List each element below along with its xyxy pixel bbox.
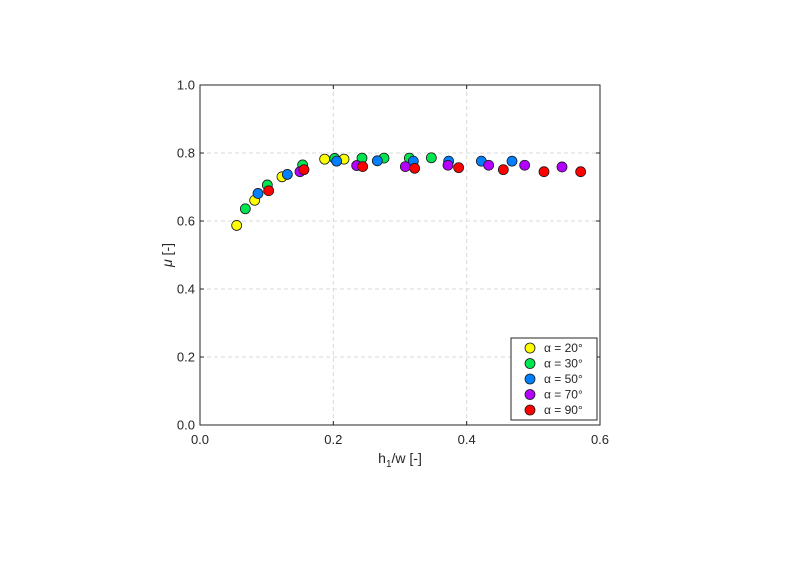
legend-label: α = 20° — [544, 341, 583, 355]
data-point — [497, 164, 509, 176]
data-point — [239, 203, 251, 215]
y-axis-title: μ [-] — [159, 243, 175, 268]
y-tick-label: 0.0 — [177, 418, 195, 433]
data-point — [575, 166, 587, 178]
data-point — [425, 152, 437, 164]
x-tick-label: 0.4 — [458, 432, 476, 447]
data-point — [453, 162, 465, 174]
legend-label: α = 70° — [544, 388, 583, 402]
legend-label: α = 90° — [544, 403, 583, 417]
x-axis: 0.0 0.2 0.4 0.6 — [191, 85, 609, 447]
y-tick-label: 1.0 — [177, 78, 195, 93]
data-point — [319, 153, 331, 165]
data-point — [252, 188, 264, 199]
plot-frame — [199, 84, 601, 426]
y-tick-label: 0.8 — [177, 146, 195, 161]
data-point — [483, 159, 495, 171]
legend-marker — [524, 389, 536, 400]
data-point — [519, 159, 531, 171]
y-axis: 0.0 0.2 0.4 0.6 0.8 1.0 — [177, 78, 600, 433]
x-tick-label: 0.6 — [591, 432, 609, 447]
data-point — [371, 155, 383, 167]
data-point — [506, 155, 518, 167]
legend-label: α = 30° — [544, 357, 583, 371]
x-tick-label: 0.0 — [191, 432, 209, 447]
legend-marker — [524, 373, 536, 385]
data-point — [357, 161, 369, 173]
data-points — [231, 152, 587, 231]
legend: α = 20° α = 30°α = 50° α = 70°α = 90° — [510, 337, 598, 421]
data-point — [442, 159, 454, 171]
grid-lines — [200, 85, 600, 425]
legend-marker — [524, 342, 536, 354]
data-point — [298, 164, 310, 176]
legend-label: α = 50° — [544, 372, 583, 386]
data-point — [231, 220, 243, 231]
data-point — [331, 155, 343, 167]
data-point — [556, 161, 568, 173]
data-point — [399, 161, 411, 173]
y-tick-label: 0.4 — [177, 282, 195, 297]
legend-marker — [524, 358, 536, 369]
x-tick-label: 0.2 — [324, 432, 342, 447]
legend-items: α = 20° α = 30°α = 50° α = 70°α = 90° — [524, 341, 583, 417]
x-axis-title: h1/w [-] — [378, 450, 422, 470]
data-point — [263, 185, 275, 197]
data-point — [409, 162, 421, 174]
legend-marker — [524, 404, 536, 416]
data-point — [538, 166, 550, 178]
y-tick-label: 0.6 — [177, 214, 195, 229]
y-tick-label: 0.2 — [177, 350, 195, 365]
data-point — [281, 169, 293, 180]
